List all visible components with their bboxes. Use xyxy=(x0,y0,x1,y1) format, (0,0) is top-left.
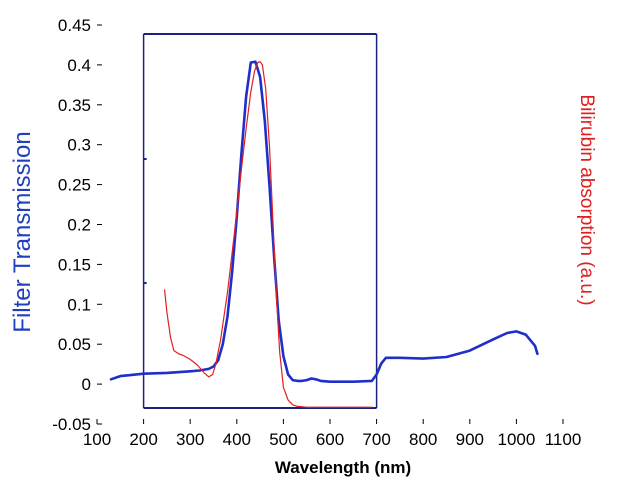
x-tick-label: 500 xyxy=(269,430,297,449)
y-tick-label: 0.2 xyxy=(67,216,91,235)
x-tick-label: 300 xyxy=(176,430,204,449)
y-tick-label: 0.45 xyxy=(58,16,91,35)
y-tick-label: 0.05 xyxy=(58,335,91,354)
y-tick-label: 0.25 xyxy=(58,176,91,195)
y-tick-label: -0.05 xyxy=(52,415,91,434)
y-tick-label: 0.3 xyxy=(67,136,91,155)
y-tick-label: 0.15 xyxy=(58,255,91,274)
tick-layer: 100 200 300 400 500 600 700 800 900 1000 1100 -0.05… xyxy=(52,16,581,449)
bilirubin-absorption-line xyxy=(164,61,373,408)
y-axis-label-right: Bilirubin absorption (a.u.) xyxy=(576,94,597,305)
series-layer xyxy=(109,60,539,408)
x-tick-label: 100 xyxy=(83,430,111,449)
x-tick-label: 800 xyxy=(409,430,437,449)
x-tick-label: 1100 xyxy=(545,430,582,449)
x-tick-label: 200 xyxy=(129,430,157,449)
y-tick-label: 0.1 xyxy=(67,295,91,314)
x-tick-label: 900 xyxy=(456,430,484,449)
x-tick-label: 1000 xyxy=(497,430,535,449)
y-axis-label-left: Filter Transmission xyxy=(9,131,36,332)
y-tick-label: 0 xyxy=(82,375,91,394)
y-tick-label: 0.4 xyxy=(67,56,91,75)
x-tick-label: 600 xyxy=(316,430,344,449)
x-tick-label: 700 xyxy=(362,430,390,449)
filter-transmission-line xyxy=(109,60,539,383)
x-tick-label: 400 xyxy=(223,430,251,449)
inset-axes-layer xyxy=(142,33,378,409)
x-axis-label: Wavelength (nm) xyxy=(275,458,411,477)
y-tick-label: 0.35 xyxy=(58,96,91,115)
